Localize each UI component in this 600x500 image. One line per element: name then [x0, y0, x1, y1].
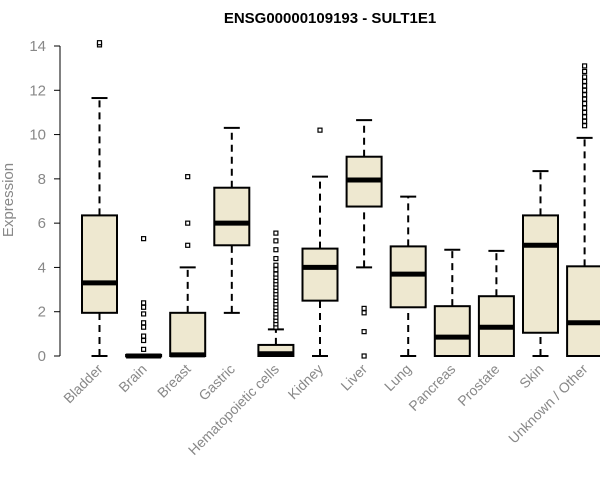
x-tick-label: Liver — [337, 361, 370, 394]
x-tick-label: Kidney — [285, 361, 327, 403]
x-tick-label: Unknown / Other — [505, 361, 591, 447]
box-group — [566, 63, 600, 358]
box — [213, 186, 251, 247]
box-group — [81, 40, 118, 357]
y-axis: 0 2 4 6 8 10 12 14 — [29, 38, 61, 365]
box — [389, 245, 427, 309]
chart-title: ENSG00000109193 - SULT1E1 — [224, 10, 436, 27]
outlier-point — [361, 329, 367, 335]
box-group — [257, 230, 295, 357]
outlier-point — [273, 267, 279, 273]
outlier-point — [361, 305, 367, 311]
outlier-point — [581, 109, 588, 116]
outlier-point — [581, 100, 588, 107]
box-group — [477, 249, 515, 358]
outlier-point — [185, 242, 191, 248]
outlier-point — [141, 324, 147, 330]
box-group — [169, 174, 207, 358]
outlier-point — [273, 247, 279, 253]
box — [566, 265, 600, 358]
box-group — [522, 170, 559, 357]
outlier-point — [581, 92, 588, 98]
outlier-point — [317, 127, 323, 133]
box-group — [213, 126, 251, 314]
box-group — [301, 127, 339, 357]
box-group — [345, 119, 383, 359]
y-tick-label: 8 — [38, 171, 46, 188]
x-tick-label: Lung — [381, 361, 414, 394]
box-group — [125, 236, 163, 359]
outlier-point — [273, 262, 279, 268]
outlier-point — [581, 87, 588, 93]
x-tick-label: Brain — [115, 361, 149, 395]
outlier-point — [581, 63, 588, 69]
outlier-point — [581, 118, 588, 124]
box-group — [433, 248, 471, 357]
box — [522, 214, 559, 334]
box-group — [389, 195, 427, 357]
outlier-point — [581, 78, 588, 85]
y-tick-label: 4 — [38, 259, 46, 276]
outlier-point — [273, 238, 279, 244]
outlier-point — [273, 255, 279, 262]
y-tick-label: 12 — [29, 82, 46, 99]
outlier-point — [141, 304, 147, 310]
outlier-point — [141, 311, 147, 317]
outlier-point — [141, 300, 147, 306]
outlier-point — [141, 337, 147, 344]
y-tick-label: 14 — [29, 38, 46, 55]
outlier-point — [141, 346, 147, 352]
box — [81, 214, 118, 314]
y-tick-label: 10 — [29, 127, 46, 144]
x-tick-label: Pancreas — [405, 361, 458, 414]
x-tick-label: Prostate — [454, 361, 502, 409]
outlier-point — [273, 271, 279, 277]
y-tick-label: 0 — [38, 348, 46, 365]
box — [301, 247, 339, 302]
outlier-point — [581, 105, 588, 111]
outlier-point — [185, 174, 191, 180]
outlier-point — [581, 96, 588, 102]
outlier-point — [361, 310, 367, 316]
x-tick-label: Skin — [516, 361, 547, 392]
x-tick-label: Gastric — [195, 361, 238, 404]
outlier-point — [185, 220, 191, 226]
outlier-point — [141, 236, 147, 242]
box — [433, 305, 471, 357]
outlier-point — [361, 353, 367, 359]
x-tick-label: Breast — [154, 361, 194, 401]
outlier-point — [581, 123, 588, 129]
y-axis-label: Expression — [0, 163, 17, 237]
outlier-point — [581, 68, 588, 75]
outlier-point — [96, 40, 103, 46]
outlier-point — [141, 333, 147, 339]
y-tick-label: 6 — [38, 215, 46, 232]
outlier-point — [141, 320, 147, 326]
y-tick-label: 2 — [38, 304, 46, 321]
box — [169, 311, 207, 358]
outlier-point — [581, 74, 588, 80]
outlier-point — [273, 230, 279, 236]
x-tick-label: Bladder — [60, 361, 106, 407]
outlier-point — [581, 83, 588, 89]
outlier-point — [581, 114, 588, 120]
boxes-layer — [81, 40, 600, 359]
